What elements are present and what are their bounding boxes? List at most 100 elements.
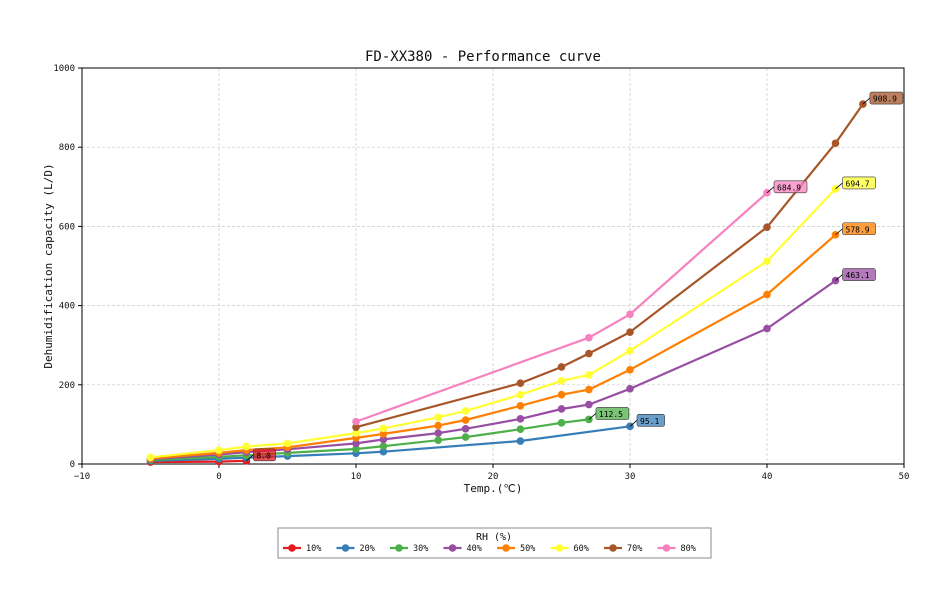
data-point — [434, 421, 443, 430]
series-line-20 — [150, 425, 631, 462]
annotation-arrow — [588, 413, 597, 420]
legend-swatch-marker — [609, 544, 617, 552]
annotation-text: 694.7 — [846, 179, 870, 188]
data-point — [763, 290, 771, 299]
y-tick-label: 600 — [59, 222, 75, 232]
x-tick-label: 20 — [488, 472, 499, 482]
x-tick-label: −10 — [74, 472, 90, 482]
end-label-20: 95.1 — [629, 414, 665, 427]
data-point — [516, 425, 525, 433]
data-point — [516, 379, 525, 388]
legend-label: 20% — [360, 544, 375, 554]
annotation-text: 95.1 — [640, 417, 659, 426]
legend-label: 50% — [520, 544, 535, 554]
y-tick-label: 800 — [59, 143, 75, 153]
legend-item-70: 70% — [604, 544, 642, 554]
annotation-box — [842, 176, 876, 190]
data-point — [461, 433, 470, 441]
data-point — [242, 442, 251, 451]
annotation-box — [253, 448, 276, 462]
data-point — [352, 445, 360, 453]
x-tick-label: 50 — [899, 472, 910, 482]
data-point — [352, 417, 360, 426]
end-label-10: 8.0 — [246, 448, 276, 462]
legend-swatch-marker — [555, 544, 564, 552]
legend-swatch-marker — [341, 544, 350, 552]
grid-layer — [82, 68, 904, 464]
data-point — [585, 333, 593, 342]
annotation-text: 463.1 — [846, 271, 870, 280]
data-point — [557, 377, 566, 385]
data-point — [585, 349, 593, 358]
data-point — [626, 365, 634, 374]
data-point — [585, 400, 593, 409]
annotation-text: 578.9 — [846, 225, 870, 234]
annotation-box — [595, 407, 630, 420]
data-point — [557, 419, 566, 427]
end-label-60: 694.7 — [835, 176, 876, 190]
ticks-layer: −10 0 10 20 30 40 50 0 200 400 600 800 1000 — [53, 64, 909, 482]
data-point — [352, 429, 360, 437]
legend-label: 70% — [627, 544, 642, 554]
legend-items: 10% 20% 30% 40% 50% 60% 70% 80% — [283, 544, 696, 554]
x-tick-label: 30 — [625, 472, 636, 482]
x-tick-label: 40 — [762, 472, 773, 482]
data-point — [585, 371, 593, 379]
data-point — [626, 310, 634, 319]
x-tick-label: 10 — [351, 472, 362, 482]
legend-box — [277, 527, 712, 559]
legend-item-40: 40% — [443, 544, 482, 554]
data-point — [352, 439, 360, 448]
data-point — [434, 413, 443, 422]
annotation-text: 908.9 — [873, 95, 897, 104]
annotation-arrow — [629, 420, 638, 427]
annotation-arrow — [862, 97, 871, 105]
data-point — [516, 390, 525, 399]
series-line-60 — [150, 188, 837, 459]
data-point — [763, 223, 771, 231]
labels-layer: 8.0 95.1 112.5 463.1 578.9 694.7 908.9 684.9 — [246, 91, 904, 462]
legend-label: 60% — [574, 544, 589, 554]
data-point — [557, 363, 566, 371]
legend-label: 80% — [681, 544, 696, 554]
legend-swatch-marker — [288, 544, 296, 552]
chart-title: FD-XX380 - Performance curve — [365, 49, 601, 65]
annotation-box — [842, 268, 876, 281]
end-label-70: 908.9 — [862, 91, 904, 105]
legend-item-30: 30% — [390, 544, 428, 554]
legend-item-60: 60% — [550, 544, 589, 554]
annotation-text: 8.0 — [256, 451, 271, 460]
data-point — [379, 430, 388, 438]
data-point — [516, 415, 525, 423]
data-point — [379, 447, 388, 456]
y-tick-label: 0 — [70, 460, 75, 470]
data-point — [626, 328, 634, 336]
data-point — [461, 424, 470, 433]
annotation-box — [636, 414, 665, 427]
legend-swatch-marker — [502, 544, 510, 552]
y-tick-label: 200 — [59, 381, 75, 391]
data-point — [146, 453, 155, 462]
data-point — [352, 423, 360, 431]
data-point — [557, 390, 566, 399]
data-point — [585, 385, 593, 394]
annotation-text: 684.9 — [777, 183, 801, 192]
annotation-arrow — [766, 186, 775, 194]
legend-swatch-marker — [662, 544, 671, 552]
data-point — [379, 442, 388, 450]
annotation-arrow — [835, 274, 843, 281]
data-point — [626, 346, 634, 355]
end-label-50: 578.9 — [835, 222, 876, 236]
y-axis-label: Dehumidification capacity (L/D) — [42, 163, 55, 368]
annotation-box — [773, 180, 808, 194]
annotation-box — [869, 91, 904, 105]
legend-label: 40% — [467, 544, 482, 554]
legend-item-80: 80% — [657, 544, 696, 554]
annotation-box — [842, 222, 876, 236]
annotation-arrow — [835, 228, 843, 236]
legend-item-50: 50% — [497, 544, 535, 554]
series-layer — [146, 100, 867, 466]
data-point — [763, 257, 771, 266]
